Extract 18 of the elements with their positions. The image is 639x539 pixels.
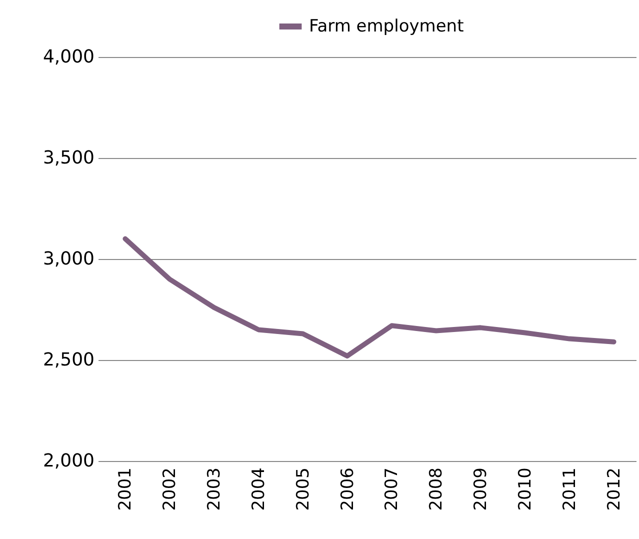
- x-tick-label: 2004: [248, 468, 269, 511]
- y-tick-label: 2,000: [42, 450, 94, 472]
- x-tick-label: 2003: [204, 468, 225, 511]
- x-tick-label: 2008: [426, 468, 447, 511]
- legend-label: Farm employment: [309, 16, 464, 36]
- x-tick-label: 2010: [515, 468, 536, 511]
- y-tick-label: 4,000: [42, 46, 94, 68]
- x-tick-label: 2012: [604, 468, 624, 511]
- x-tick-label: 2007: [382, 468, 402, 511]
- x-tick-label: 2002: [160, 468, 180, 511]
- y-tick-label: 3,500: [42, 148, 94, 168]
- x-tick-label: 2006: [338, 468, 358, 511]
- y-tick-label: 2,500: [42, 350, 94, 370]
- x-tick-label: 2009: [471, 468, 492, 511]
- y-tick-label: 3,000: [42, 248, 94, 270]
- x-tick-label: 2005: [293, 468, 314, 511]
- x-tick-label: 2011: [560, 468, 580, 511]
- x-tick-label: 2001: [116, 468, 136, 511]
